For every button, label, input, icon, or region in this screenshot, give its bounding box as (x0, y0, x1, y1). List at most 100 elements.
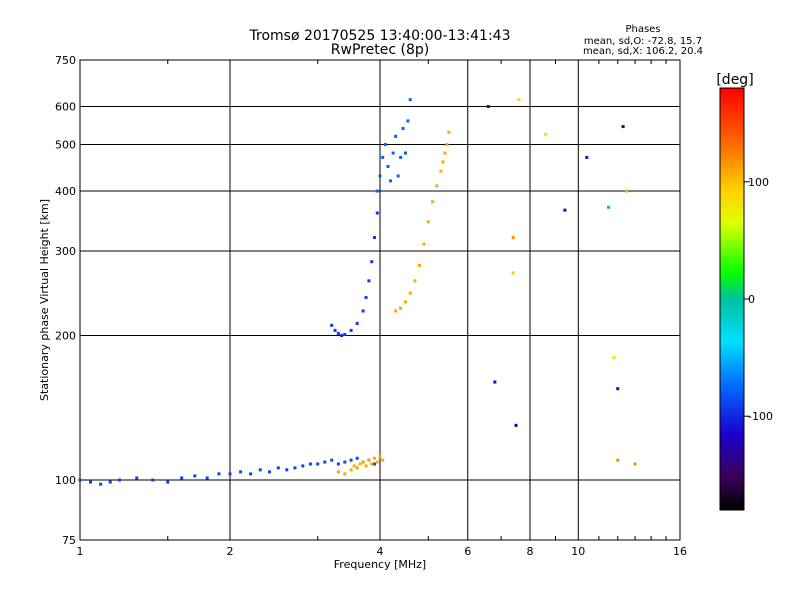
data-point (486, 105, 490, 109)
data-point (443, 151, 447, 155)
y-axis-label: Stationary phase Virtual Height [km] (38, 199, 51, 401)
data-point (364, 296, 368, 300)
data-point (426, 220, 430, 224)
data-point (333, 328, 337, 332)
y-tick-label: 75 (62, 534, 76, 547)
y-tick-label: 400 (55, 185, 76, 198)
data-point (239, 470, 243, 474)
colorbar-label: [deg] (716, 72, 753, 88)
data-point (399, 155, 403, 159)
data-point (323, 460, 327, 464)
y-tick-label: 600 (55, 101, 76, 114)
chart-subtitle: RwPretec (8p) (331, 42, 429, 58)
colorbar-tick-label: -100 (748, 410, 773, 423)
data-point (352, 464, 356, 468)
x-tick-label: 4 (377, 545, 384, 558)
data-point (364, 464, 368, 468)
chart-title: Tromsø 20170525 13:40:00-13:41:43 (249, 28, 511, 44)
x-tick-label: 6 (464, 545, 471, 558)
data-point (301, 464, 305, 468)
data-point (417, 263, 421, 267)
data-point (612, 355, 616, 359)
y-tick-label: 750 (55, 54, 76, 67)
data-point (378, 454, 382, 458)
data-point (422, 242, 426, 246)
data-point (343, 472, 347, 476)
data-point (439, 169, 443, 173)
phases-o-stats: mean, sd,O: -72.8, 15.7 (584, 36, 702, 47)
data-point (431, 200, 435, 204)
data-point (403, 300, 407, 304)
data-point (406, 119, 410, 123)
data-point (441, 160, 445, 164)
data-point (135, 476, 139, 480)
data-point (383, 143, 387, 147)
data-point (370, 260, 374, 264)
data-point (511, 236, 515, 240)
data-point (435, 184, 439, 188)
data-point (389, 179, 393, 183)
data-point (394, 309, 398, 313)
data-point (330, 458, 334, 462)
colorbar-tick-label: 100 (748, 176, 769, 189)
data-point (361, 460, 365, 464)
data-point (445, 143, 449, 147)
data-point (386, 164, 390, 168)
data-point (616, 387, 620, 391)
colorbar-ticks: 100 0 -100 (744, 176, 773, 423)
data-point (180, 476, 184, 480)
phases-label: Phases (625, 24, 660, 35)
data-point (375, 189, 379, 193)
data-point (381, 458, 385, 462)
data-point (633, 462, 637, 466)
y-tick-label: 500 (55, 139, 76, 152)
data-points (78, 98, 637, 486)
data-point (381, 155, 385, 159)
data-point (258, 468, 262, 472)
data-point (355, 321, 359, 325)
data-point (349, 328, 353, 332)
data-point (78, 478, 82, 482)
x-tick-label: 2 (227, 545, 234, 558)
data-point (205, 476, 209, 480)
data-point (373, 236, 377, 240)
data-point (355, 466, 359, 470)
data-point (375, 211, 379, 215)
data-point (99, 482, 103, 486)
data-point (367, 279, 371, 283)
data-point (349, 458, 353, 462)
data-point (308, 462, 312, 466)
data-point (193, 474, 197, 478)
data-point (336, 470, 340, 474)
colorbar-tick-label: 0 (748, 293, 755, 306)
data-point (621, 125, 625, 129)
x-tick-label: 8 (527, 545, 534, 558)
data-point (293, 466, 297, 470)
data-point (285, 468, 289, 472)
data-point (336, 462, 340, 466)
x-tick-label: 1 (77, 545, 84, 558)
data-point (378, 174, 382, 178)
data-point (166, 480, 170, 484)
data-point (396, 174, 400, 178)
data-point (373, 456, 377, 460)
data-point (249, 472, 253, 476)
data-point (343, 332, 347, 336)
data-point (349, 468, 353, 472)
data-point (340, 334, 344, 338)
y-tick-label: 300 (55, 245, 76, 258)
data-point (408, 291, 412, 295)
data-point (358, 462, 362, 466)
data-point (228, 472, 232, 476)
data-point (408, 98, 412, 102)
data-point (355, 456, 359, 460)
data-point (511, 271, 515, 275)
data-point (361, 309, 365, 313)
data-point (391, 151, 395, 155)
data-point (517, 98, 521, 102)
data-point (399, 306, 403, 310)
data-point (616, 458, 620, 462)
data-point (117, 478, 121, 482)
data-point (89, 480, 93, 484)
data-point (370, 462, 374, 466)
